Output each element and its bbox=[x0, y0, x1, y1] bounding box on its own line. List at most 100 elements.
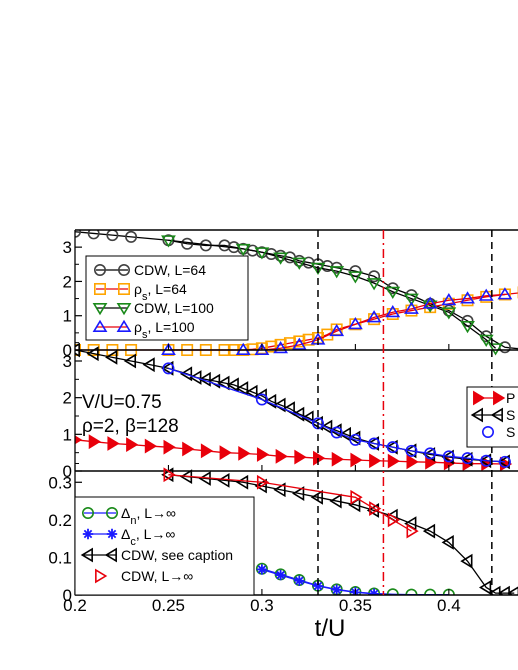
data-point bbox=[441, 307, 457, 320]
data-point bbox=[75, 435, 83, 445]
data-point bbox=[478, 334, 494, 347]
y-tick-label: 0 bbox=[63, 586, 72, 605]
data-point bbox=[198, 371, 211, 387]
legend-marker bbox=[82, 528, 94, 540]
data-point bbox=[256, 564, 268, 575]
y-tick-label: 2 bbox=[63, 389, 72, 408]
legend-label: CDW, see caption bbox=[121, 547, 233, 563]
data-point bbox=[441, 293, 457, 306]
data-point bbox=[107, 436, 120, 451]
data-point bbox=[105, 349, 118, 365]
data-point bbox=[86, 346, 99, 362]
data-point bbox=[256, 447, 270, 462]
data-point bbox=[301, 410, 314, 426]
y-tick-label: 0 bbox=[63, 462, 72, 481]
annotation-params: ρ=2, β=128 bbox=[82, 416, 179, 437]
data-point bbox=[385, 439, 398, 455]
legend-marker bbox=[80, 547, 93, 563]
data-point bbox=[255, 393, 268, 406]
data-point bbox=[88, 434, 101, 450]
legend-marker bbox=[106, 528, 118, 540]
data-point bbox=[273, 341, 289, 354]
data-point bbox=[181, 237, 194, 250]
y-tick-label: 3 bbox=[63, 238, 72, 257]
data-point bbox=[460, 553, 473, 569]
legend-label: ρs, L=100 bbox=[134, 319, 195, 341]
data-point bbox=[350, 452, 363, 468]
legend-label: CDW, L=64 bbox=[134, 262, 206, 278]
data-point bbox=[369, 453, 382, 469]
data-point bbox=[161, 235, 176, 248]
data-point bbox=[385, 305, 401, 318]
legend-label: Δc, L→∞ bbox=[121, 526, 175, 548]
data-point bbox=[366, 278, 382, 291]
legend-marker bbox=[94, 282, 107, 295]
data-point bbox=[142, 357, 155, 373]
legend-label: S bbox=[506, 407, 515, 423]
legend-label: ρs, L=64 bbox=[134, 281, 187, 303]
data-point bbox=[329, 493, 342, 509]
legend-marker bbox=[473, 390, 486, 406]
data-point bbox=[294, 575, 305, 586]
panel-3: 0 0.1 0.2 0.3 bbox=[48, 462, 518, 605]
data-point bbox=[424, 447, 437, 460]
legend-marker bbox=[118, 282, 131, 295]
legend-label: CDW, L→∞ bbox=[121, 568, 193, 584]
series-1-3 bbox=[161, 235, 503, 356]
data-point bbox=[238, 446, 251, 461]
data-point bbox=[291, 337, 307, 350]
data-point bbox=[320, 419, 333, 435]
x-tick-label: 0.35 bbox=[339, 596, 372, 615]
legend-label: P bbox=[506, 390, 515, 406]
data-point bbox=[310, 489, 323, 505]
legend-label: Δn, L→∞ bbox=[121, 505, 176, 527]
data-point bbox=[331, 451, 344, 467]
legend-marker bbox=[104, 547, 117, 563]
legend-marker bbox=[116, 303, 132, 316]
x-tick-label: 0.3 bbox=[250, 596, 274, 615]
data-point bbox=[330, 426, 343, 439]
data-point bbox=[273, 252, 289, 265]
data-point bbox=[144, 438, 158, 454]
data-point bbox=[478, 288, 494, 301]
series-3-4 bbox=[163, 467, 419, 539]
data-point bbox=[404, 301, 419, 314]
data-point bbox=[368, 270, 381, 283]
series-line bbox=[75, 439, 505, 465]
data-point bbox=[264, 393, 277, 409]
y-tick-label: 1 bbox=[63, 307, 72, 326]
data-point bbox=[161, 342, 176, 355]
data-point bbox=[404, 293, 419, 306]
data-point bbox=[275, 569, 286, 581]
legend-panel-2: PSS bbox=[466, 386, 518, 448]
y-tick-label: 3 bbox=[63, 352, 72, 371]
y-tick-label: 0.2 bbox=[48, 511, 72, 530]
legend-label: S bbox=[506, 424, 515, 440]
legend-marker bbox=[92, 319, 108, 332]
legend-marker bbox=[493, 390, 506, 406]
y-tick-label: 2 bbox=[63, 272, 72, 291]
x-axis: 0.20.250.30.350.40.45t/U bbox=[63, 596, 460, 642]
data-point bbox=[189, 370, 202, 385]
legend-marker bbox=[94, 263, 107, 276]
data-point bbox=[338, 426, 351, 442]
data-point bbox=[368, 588, 380, 595]
data-point bbox=[125, 230, 138, 243]
series-2-1 bbox=[75, 434, 513, 472]
data-point bbox=[235, 474, 249, 490]
data-point bbox=[422, 300, 438, 313]
data-point bbox=[123, 353, 137, 369]
series-line bbox=[168, 239, 497, 349]
data-point bbox=[461, 452, 474, 465]
legend-marker bbox=[118, 263, 131, 276]
data-point bbox=[441, 534, 454, 550]
data-point bbox=[254, 342, 270, 355]
data-point bbox=[350, 489, 363, 505]
legend-marker bbox=[92, 303, 108, 316]
annotation-ratio: V/U=0.75 bbox=[82, 392, 162, 413]
x-tick-label: 0.25 bbox=[152, 596, 185, 615]
series-line bbox=[168, 474, 515, 594]
data-point bbox=[497, 454, 510, 470]
